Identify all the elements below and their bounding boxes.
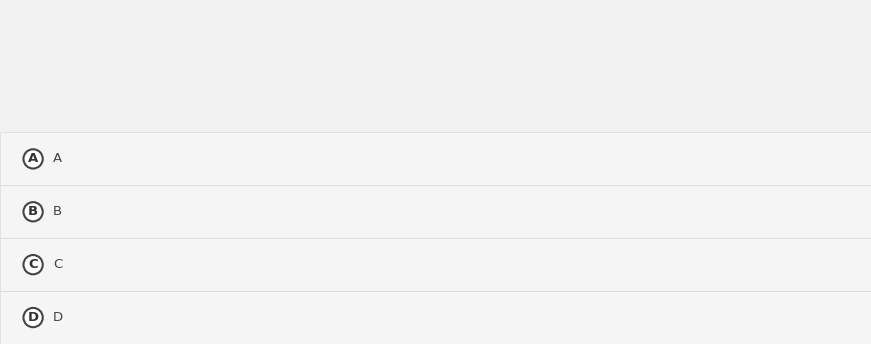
Text: C): C) bbox=[300, 86, 314, 99]
Text: 23 km: 23 km bbox=[345, 68, 384, 81]
Text: 9.7 km: 9.7 km bbox=[475, 50, 518, 63]
Text: D): D) bbox=[300, 104, 314, 117]
Text: D: D bbox=[28, 311, 38, 324]
Text: A displacement vector is 23 km in length and directed 65° south of east. What ar: A displacement vector is 23 km in length… bbox=[8, 8, 772, 21]
Text: A: A bbox=[28, 152, 38, 165]
Text: x- Component: x- Component bbox=[340, 32, 423, 45]
Text: 9.7 km: 9.7 km bbox=[345, 104, 388, 117]
Text: B): B) bbox=[300, 68, 314, 81]
Text: •••: ••• bbox=[849, 32, 871, 45]
Text: y- Component: y- Component bbox=[470, 32, 553, 45]
Text: A): A) bbox=[300, 50, 314, 63]
Text: -23 km: -23 km bbox=[345, 86, 388, 99]
Text: C: C bbox=[53, 258, 63, 271]
Text: -21 km: -21 km bbox=[475, 104, 518, 117]
Text: A: A bbox=[53, 152, 63, 165]
Text: B: B bbox=[28, 205, 38, 218]
Text: -21 km: -21 km bbox=[345, 50, 388, 63]
Text: C: C bbox=[28, 258, 38, 271]
Text: D: D bbox=[53, 311, 64, 324]
Text: 0 km: 0 km bbox=[475, 86, 506, 99]
Text: B: B bbox=[53, 205, 63, 218]
Text: - 23 km: - 23 km bbox=[475, 68, 523, 81]
